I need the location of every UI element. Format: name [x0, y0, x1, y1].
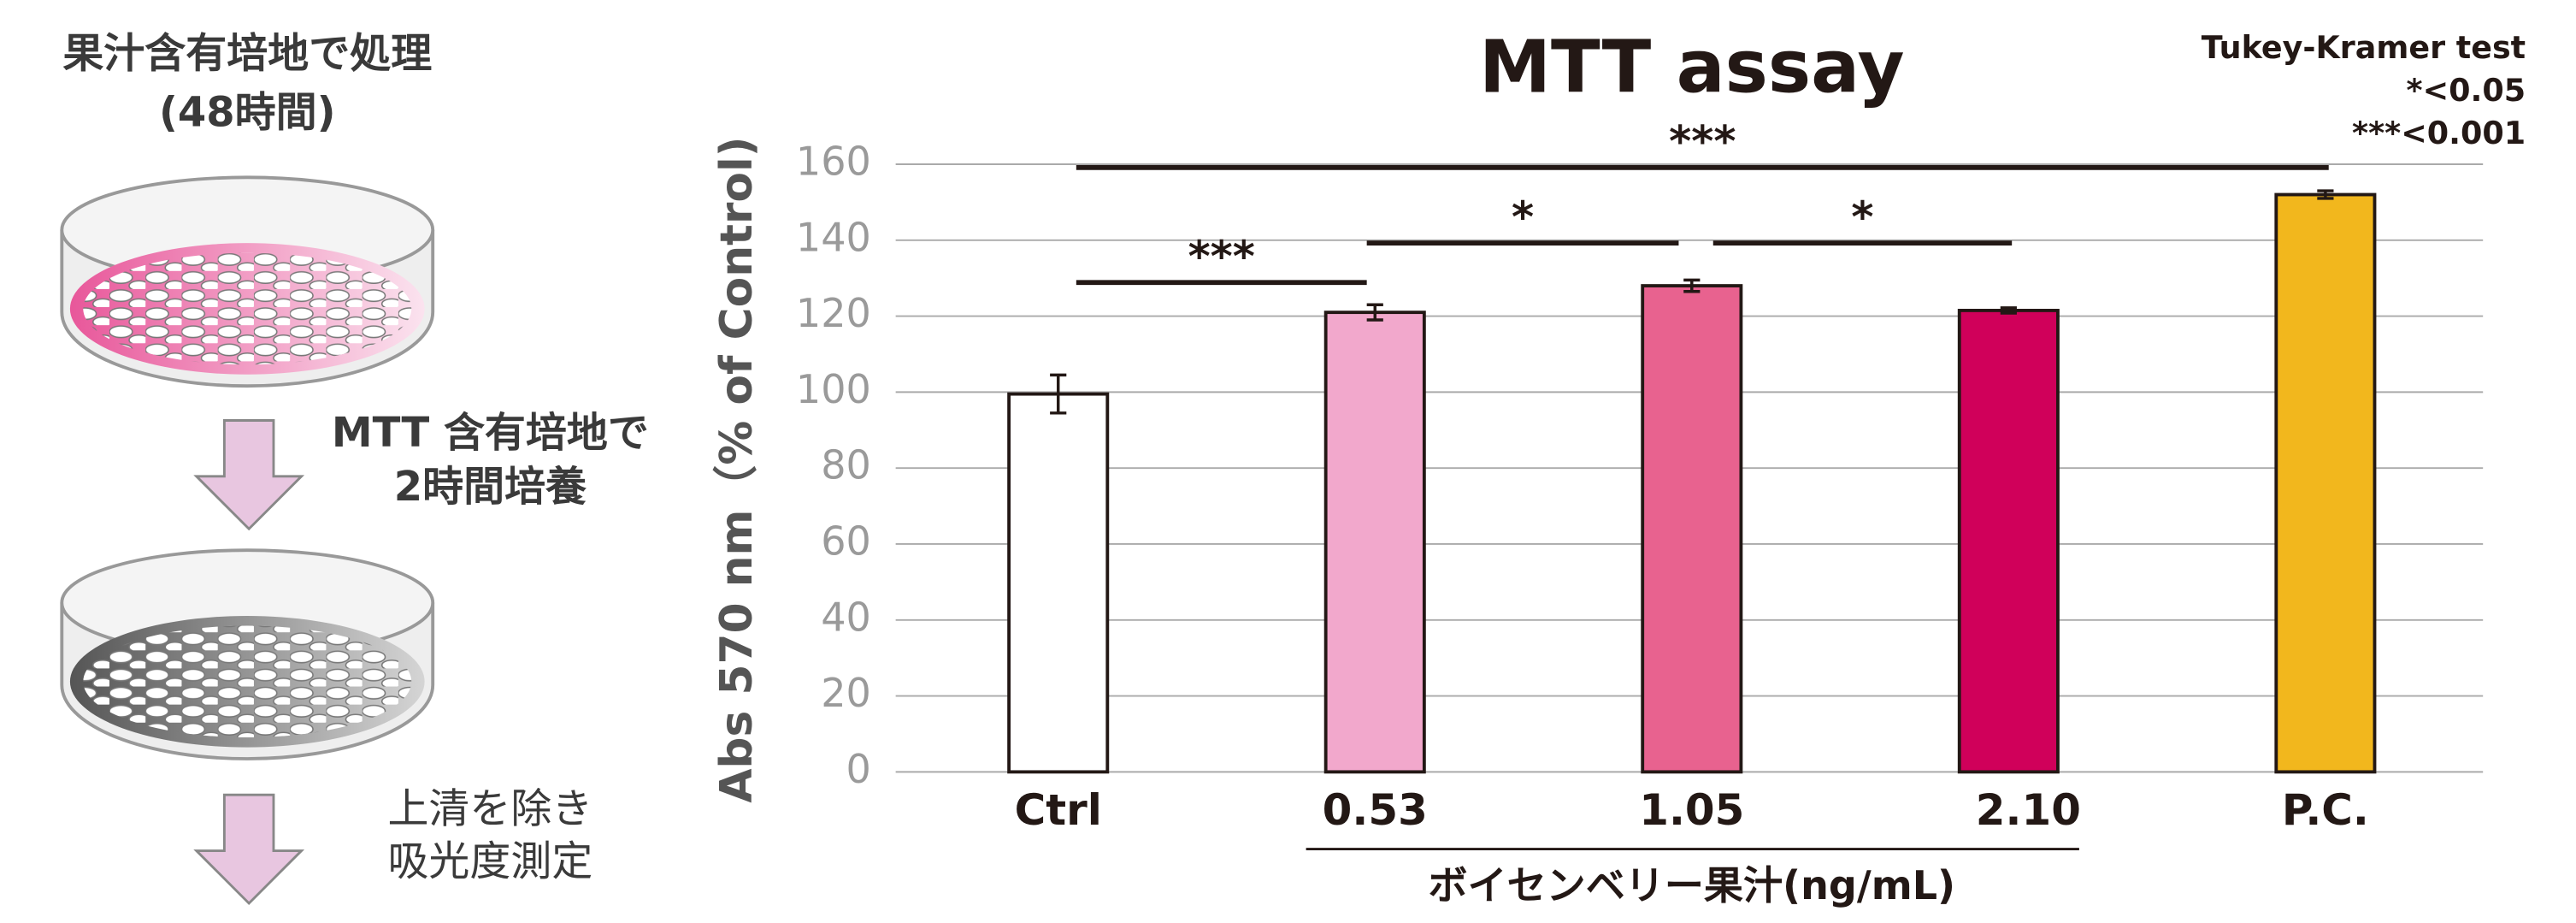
y-tick-label: 120	[796, 290, 871, 336]
y-tick-label: 80	[821, 442, 871, 488]
bar	[1960, 311, 2058, 772]
significance-label: ***	[1188, 232, 1255, 281]
arrow	[197, 421, 302, 530]
bar	[2276, 195, 2374, 772]
chart-title: MTT assay	[1479, 25, 1905, 109]
dish	[62, 177, 433, 386]
test-note: Tukey-Kramer test	[2202, 29, 2526, 66]
step-text: 上清を除き	[387, 784, 592, 832]
procedure-diagram: 果汁含有培地で処理 (48時間) MTT 含有培地で 2時間培養 上清を除き 吸…	[62, 29, 649, 903]
test-note: ***<0.001	[2352, 115, 2526, 151]
y-axis-label: Abs 570 nm（% of Control)	[711, 137, 763, 803]
x-tick-label: 0.53	[1323, 785, 1428, 835]
y-tick-label: 40	[821, 594, 871, 640]
step-text: (48時間)	[159, 88, 336, 136]
step-text: 吸光度測定	[387, 837, 592, 885]
step-text: 果汁含有培地で処理	[62, 29, 432, 77]
x-tick-label: Ctrl	[1015, 785, 1102, 835]
x-tick-label: P.C.	[2282, 785, 2369, 835]
y-tick-label: 20	[821, 670, 871, 716]
arrow	[197, 795, 302, 903]
test-note: *<0.05	[2407, 72, 2526, 109]
y-tick-label: 60	[821, 518, 871, 564]
bar	[1009, 394, 1107, 772]
dish	[62, 550, 433, 759]
y-tick-label: 0	[846, 746, 871, 792]
significance-label: *	[1851, 192, 1873, 242]
y-tick-label: 160	[796, 138, 871, 184]
step-text: 2時間培養	[394, 463, 587, 511]
page: 果汁含有培地で処理 (48時間) MTT 含有培地で 2時間培養 上清を除き 吸…	[0, 0, 2576, 923]
bar	[1642, 286, 1741, 772]
y-tick-label: 140	[796, 214, 871, 260]
significance-label: ***	[1669, 116, 1736, 166]
group-label: ボイセンベリー果汁(ng/mL)	[1428, 862, 1955, 908]
x-tick-label: 2.10	[1976, 785, 2081, 835]
y-tick-label: 100	[796, 366, 871, 412]
chart: MTT assay Abs 570 nm（% of Control) ボイセンベ…	[711, 25, 2526, 908]
step-text: MTT 含有培地で	[332, 409, 649, 457]
x-tick-label: 1.05	[1639, 785, 1744, 835]
bar	[1326, 312, 1424, 772]
significance-label: *	[1512, 192, 1534, 242]
